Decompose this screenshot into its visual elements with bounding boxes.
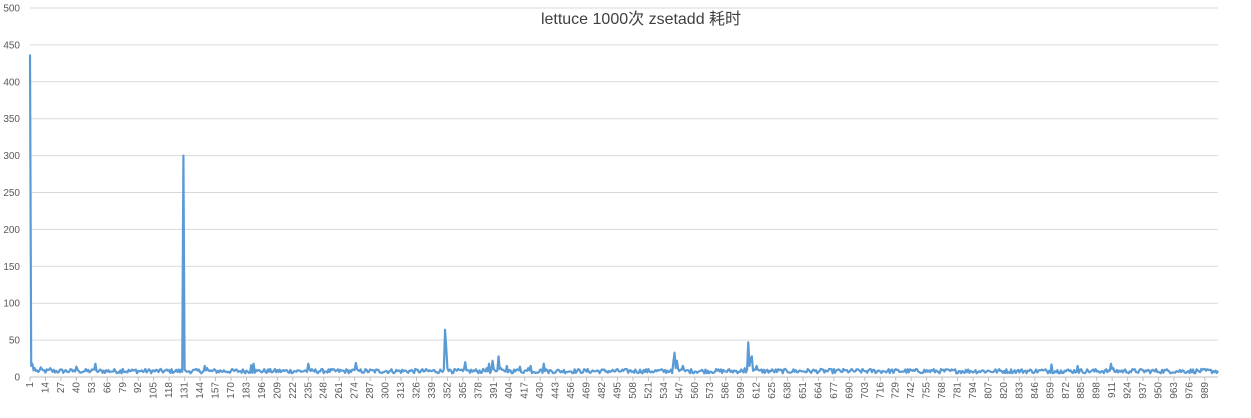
x-tick-label: 950: [1154, 382, 1165, 399]
x-tick-label: 92: [133, 382, 144, 394]
x-tick-label: 859: [1045, 382, 1056, 399]
x-tick-label: 430: [535, 382, 546, 399]
x-tick-label: 118: [164, 382, 175, 398]
x-tick-label: 404: [504, 382, 515, 399]
x-tick-label: 885: [1076, 382, 1087, 399]
x-tick-label: 846: [1030, 382, 1041, 399]
x-tick-label: 976: [1184, 382, 1195, 399]
x-tick-label: 937: [1138, 382, 1149, 399]
x-tick-label: 248: [319, 382, 330, 399]
x-tick-label: 521: [643, 382, 654, 399]
x-tick-label: 807: [983, 382, 994, 399]
x-tick-label: 339: [427, 382, 438, 399]
x-tick-label: 989: [1200, 382, 1211, 399]
y-tick-label: 500: [3, 4, 20, 15]
x-tick-label: 170: [226, 382, 237, 399]
y-tick-label: 450: [3, 40, 20, 51]
x-tick-label: 300: [381, 382, 392, 399]
x-tick-label: 586: [721, 382, 732, 399]
x-tick-label: 898: [1092, 382, 1103, 399]
x-tick-label: 209: [272, 382, 283, 399]
x-tick-label: 313: [396, 382, 407, 399]
x-tick-label: 287: [365, 382, 376, 399]
x-tick-label: 677: [829, 382, 840, 399]
x-tick-label: 534: [659, 382, 670, 399]
x-tick-label: 66: [102, 382, 113, 394]
x-tick-label: 365: [458, 382, 469, 399]
y-axis-ticks: 0 50 100 150 200 250 300 350 400 450 500: [3, 4, 20, 384]
x-tick-label: 235: [303, 382, 314, 399]
x-tick-label: 469: [582, 382, 593, 399]
x-tick-label: 781: [953, 382, 964, 399]
x-tick-label: 794: [968, 382, 979, 399]
x-tick-label: 690: [844, 382, 855, 399]
x-tick-label: 638: [783, 382, 794, 399]
x-tick-label: 495: [612, 382, 623, 399]
x-tick-label: 105: [149, 382, 160, 399]
gridlines: [30, 7, 1218, 341]
y-tick-label: 100: [3, 299, 20, 310]
x-tick-label: 573: [705, 382, 716, 399]
x-tick-label: 183: [241, 382, 252, 399]
x-tick-label: 326: [411, 382, 422, 399]
y-tick-label: 150: [3, 262, 20, 273]
x-tick-label: 651: [798, 382, 809, 399]
x-tick-label: 508: [628, 382, 639, 399]
x-tick-label: 612: [752, 382, 763, 399]
x-tick-label: 456: [566, 382, 577, 399]
series-group: [28, 54, 1219, 375]
x-axis-ticks: 1 14 27 40 53 66 79 92 105 118 131 144 157 170 183 196 2…: [25, 377, 1211, 399]
x-tick-label: 274: [350, 382, 361, 399]
x-tick-label: 79: [118, 382, 129, 394]
x-tick-label: 820: [999, 382, 1010, 399]
chart-title: lettuce 1000次 zsetadd 耗时: [541, 10, 741, 28]
y-tick-label: 0: [14, 373, 20, 384]
x-tick-label: 391: [489, 382, 500, 399]
x-tick-label: 742: [906, 382, 917, 399]
x-tick-label: 833: [1014, 382, 1025, 399]
x-tick-label: 625: [767, 382, 778, 399]
y-tick-label: 250: [3, 188, 20, 199]
y-tick-label: 200: [3, 225, 20, 236]
x-tick-label: 963: [1169, 382, 1180, 399]
x-tick-label: 157: [211, 382, 222, 399]
x-tick-label: 729: [891, 382, 902, 399]
x-tick-label: 547: [674, 382, 685, 399]
x-tick-label: 261: [334, 382, 345, 399]
y-tick-label: 400: [3, 77, 20, 88]
y-tick-label: 50: [9, 336, 21, 347]
y-tick-label: 350: [3, 114, 20, 125]
x-tick-label: 911: [1107, 382, 1118, 398]
x-tick-label: 703: [860, 382, 871, 399]
x-tick-label: 482: [597, 382, 608, 399]
x-tick-label: 664: [813, 382, 824, 399]
x-tick-label: 716: [875, 382, 886, 399]
x-tick-label: 131: [180, 382, 191, 399]
x-tick-label: 144: [195, 382, 206, 399]
x-tick-label: 196: [257, 382, 268, 399]
x-tick-label: 417: [520, 382, 531, 399]
x-tick-label: 924: [1123, 382, 1134, 399]
x-tick-label: 872: [1061, 382, 1072, 399]
x-tick-label: 14: [40, 382, 51, 394]
x-tick-label: 768: [937, 382, 948, 399]
x-tick-label: 222: [288, 382, 299, 399]
x-tick-label: 27: [56, 382, 67, 394]
x-tick-label: 443: [551, 382, 562, 399]
series-line: [28, 54, 1219, 375]
x-tick-label: 599: [736, 382, 747, 399]
x-tick-label: 40: [71, 382, 82, 394]
x-tick-label: 755: [922, 382, 933, 399]
x-tick-label: 352: [442, 382, 453, 399]
x-tick-label: 378: [473, 382, 484, 399]
y-tick-label: 300: [3, 151, 20, 162]
x-tick-label: 560: [690, 382, 701, 399]
x-tick-label: 53: [87, 382, 98, 394]
x-tick-label: 1: [25, 382, 36, 388]
